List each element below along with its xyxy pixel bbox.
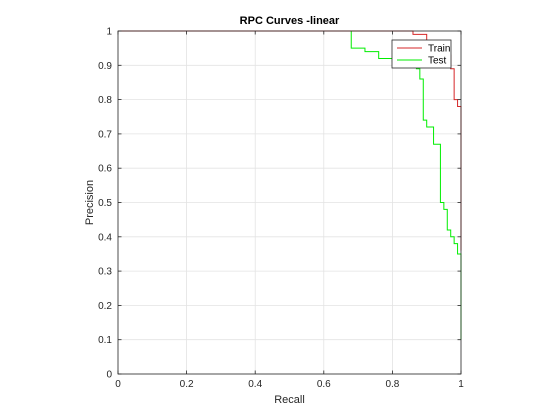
legend-label-train: Train [428, 44, 450, 55]
x-tick-label: 0.4 [248, 379, 262, 390]
chart-title: RPC Curves -linear [240, 15, 340, 27]
x-tick-labels: 0 0.2 0.4 0.6 0.8 1 [115, 379, 464, 390]
y-tick-label: 0.5 [98, 198, 112, 209]
x-tick-label: 1 [458, 379, 464, 390]
legend-box [391, 39, 452, 69]
y-tick-label: 0.7 [98, 129, 112, 140]
ticks [117, 30, 462, 375]
y-axis-label: Precision [84, 180, 96, 225]
x-tick-label: 0.8 [385, 379, 399, 390]
series-line-test [118, 30, 462, 340]
y-tick-label: 0.1 [98, 335, 112, 346]
x-tick-label: 0.6 [317, 379, 331, 390]
legend-label-test: Test [428, 56, 447, 67]
x-tick-label: 0 [115, 379, 121, 390]
y-tick-labels: 0 0.1 0.2 0.3 0.4 0.5 0.6 0.7 0.8 0.9 1 [98, 27, 112, 381]
y-tick-label: 0.8 [98, 95, 112, 106]
y-tick-label: 0.2 [98, 301, 112, 312]
y-tick-label: 0.9 [98, 61, 112, 72]
y-tick-label: 0 [106, 370, 112, 381]
y-tick-label: 0.3 [98, 267, 112, 278]
y-tick-label: 0.6 [98, 164, 112, 175]
x-axis-label: Recall [274, 394, 305, 406]
y-tick-label: 1 [106, 27, 112, 38]
y-tick-label: 0.4 [98, 232, 112, 243]
x-tick-label: 0.2 [180, 379, 194, 390]
